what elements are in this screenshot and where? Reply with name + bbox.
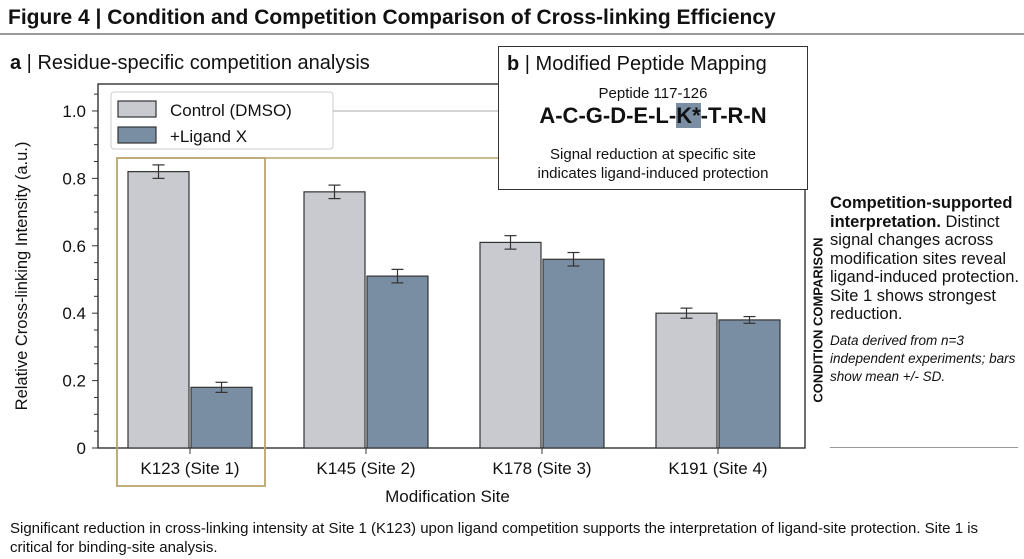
y-tick-label: 0.2 <box>62 372 86 391</box>
panel-b-letter: b <box>507 53 520 75</box>
side-vertical-label-text: CONDITION COMPARISON <box>810 237 826 403</box>
panel-a-title-text: Residue-specific competition analysis <box>37 52 370 74</box>
bar-control <box>127 171 190 449</box>
legend-box <box>110 91 334 150</box>
y-tick-label: 0.6 <box>62 237 86 256</box>
panel-b-title: b | Modified Peptide Mapping <box>507 53 767 75</box>
bar-ligand <box>190 386 253 449</box>
side-divider <box>830 447 1018 448</box>
legend-label: +Ligand X <box>170 127 247 146</box>
x-tick-label: K123 (Site 1) <box>140 459 239 478</box>
side-panel: Competition-supported interpretation. Di… <box>830 194 1020 386</box>
sequence-before: A-C-G-D-E-L- <box>539 103 677 128</box>
y-tick-label: 0.8 <box>62 169 86 188</box>
side-heading: Competition-supported interpretation. <box>830 194 1013 231</box>
title-divider <box>0 33 1024 35</box>
peptide-sequence: A-C-G-D-E-L-K*-T-R-N <box>499 103 807 129</box>
modified-residue: K* <box>676 103 701 128</box>
x-tick-label: K145 (Site 2) <box>316 459 415 478</box>
panel-b-title-text: Modified Peptide Mapping <box>535 53 767 75</box>
bar-ligand <box>366 275 429 449</box>
legend-swatch <box>117 100 157 118</box>
legend-label: Control (DMSO) <box>170 101 292 120</box>
panel-b-inset: b | Modified Peptide Mapping Peptide 117… <box>498 46 808 190</box>
figure-title: Figure 4 | Condition and Competition Com… <box>8 6 776 29</box>
y-tick-label: 1.0 <box>62 102 86 121</box>
y-tick-label: 0.4 <box>62 304 86 323</box>
x-tick-label: K178 (Site 3) <box>492 459 591 478</box>
caption: Significant reduction in cross-linking i… <box>10 520 979 556</box>
sequence-after: -T-R-N <box>700 103 767 128</box>
side-body: Distinct signal changes across modificat… <box>830 212 1019 324</box>
x-axis-label: Modification Site <box>385 487 510 506</box>
inset-note-line1: Signal reduction at specific site <box>550 146 756 163</box>
highlight-box <box>116 157 266 487</box>
side-note: Data derived from n=3 independent experi… <box>830 332 1016 384</box>
peptide-label: Peptide 117-126 <box>598 85 708 102</box>
panel-a-title: a | Residue-specific competition analysi… <box>10 52 370 74</box>
legend-swatch <box>117 126 157 144</box>
bar-ligand <box>718 319 781 449</box>
panel-a-letter: a <box>10 52 22 74</box>
bar-ligand <box>542 258 605 449</box>
x-tick-label: K191 (Site 4) <box>668 459 767 478</box>
plot-frame <box>97 83 806 449</box>
y-axis-label: Relative Cross-linking Intensity (a.u.) <box>13 142 31 411</box>
bar-control <box>655 312 718 449</box>
y-tick-label: 0 <box>77 439 86 458</box>
bar-control <box>303 191 366 449</box>
side-vertical-label: CONDITION COMPARISON <box>808 200 828 440</box>
bar-control <box>479 241 542 449</box>
inset-note: Signal reduction at specific site indicat… <box>499 145 807 183</box>
inset-note-line2: indicates ligand-induced protection <box>537 165 769 182</box>
